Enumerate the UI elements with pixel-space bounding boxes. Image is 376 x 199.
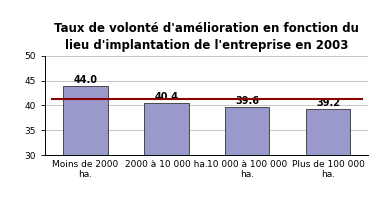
Bar [144,103,189,155]
Bar [306,109,350,155]
Text: 39.2: 39.2 [316,99,340,108]
Text: 39.6: 39.6 [235,97,259,106]
Text: 40.4: 40.4 [155,93,178,102]
Text: 44.0: 44.0 [74,75,97,85]
Title: Taux de volonté d'amélioration en fonction du
lieu d'implantation de l'entrepris: Taux de volonté d'amélioration en foncti… [55,22,359,52]
Bar [225,107,270,155]
Bar [63,86,108,155]
